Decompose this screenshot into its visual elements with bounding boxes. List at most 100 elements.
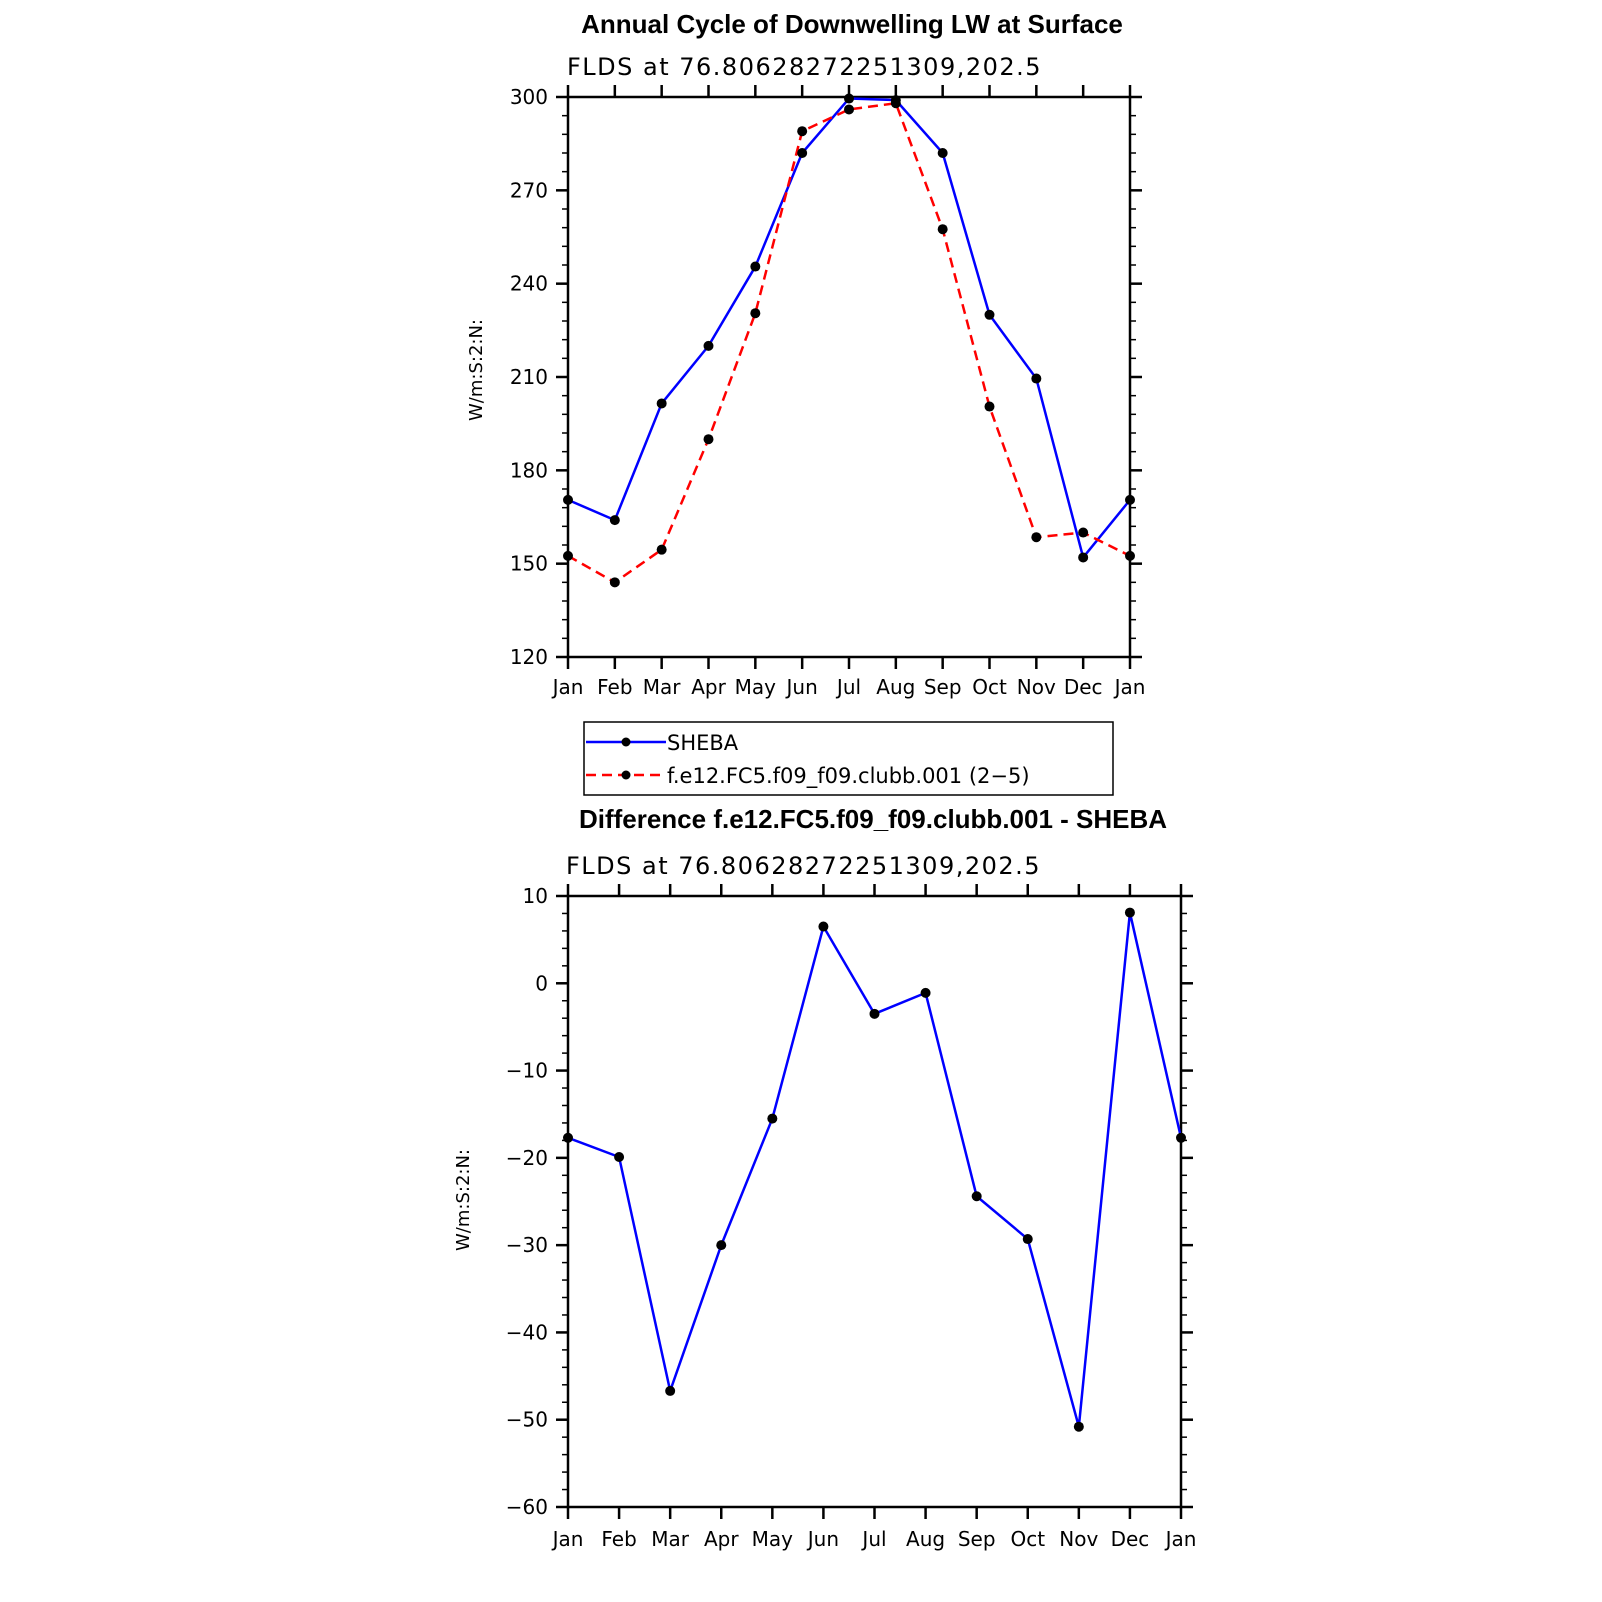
x-tick-label: Apr (691, 675, 726, 699)
data-point-series-2 (984, 401, 995, 412)
plot-frame (566, 95, 1132, 659)
x-tick-label: Oct (1010, 1527, 1045, 1551)
data-point-series-1 (937, 148, 948, 158)
series-lines (567, 97, 1131, 584)
y-tick-label: −60 (506, 1495, 548, 1519)
y-tick-label: 240 (510, 272, 548, 296)
x-tick-label: Jun (785, 675, 818, 699)
series-lines (567, 911, 1183, 1428)
series-line-1 (567, 911, 1183, 1428)
data-point-series-2 (1031, 532, 1042, 543)
x-tick-label: Feb (597, 675, 632, 699)
data-point-series-1 (869, 1008, 880, 1019)
difference-chart: Difference f.e12.FC5.f09_f09.clubb.001 -… (453, 804, 1196, 1551)
x-tick-label: Dec (1064, 675, 1103, 699)
legend-label-model: f.e12.FC5.f09_f09.clubb.001 (2−5) (667, 764, 1030, 789)
data-point-series-2 (656, 544, 667, 555)
data-point-series-2 (844, 104, 854, 115)
data-point-series-2 (1125, 550, 1135, 561)
y-tick-label: 120 (510, 645, 548, 669)
data-point-series-2 (1078, 527, 1089, 538)
data-point-series-1 (609, 515, 620, 526)
data-point-series-1 (1176, 1132, 1186, 1143)
x-tick-label: Jan (551, 1527, 584, 1551)
x-tick-label: Apr (704, 1527, 739, 1551)
x-tick-label: Sep (958, 1527, 996, 1551)
x-tick-label: Jul (835, 675, 861, 699)
data-point-series-1 (818, 921, 829, 932)
data-point-series-1 (563, 494, 573, 505)
y-tick-label: 210 (510, 365, 548, 389)
data-point-series-2 (750, 308, 761, 319)
data-point-series-1 (563, 1132, 573, 1143)
x-tick-label: May (752, 1527, 794, 1551)
x-tick-label: Jul (860, 1527, 886, 1551)
data-point-series-1 (971, 1191, 982, 1202)
data-point-series-1 (665, 1385, 676, 1396)
data-point-series-1 (1031, 373, 1042, 384)
data-point-series-1 (844, 93, 854, 104)
y-tick-label: 10 (523, 884, 548, 908)
x-tick-label: Mar (643, 675, 682, 699)
chart-title: Difference f.e12.FC5.f09_f09.clubb.001 -… (579, 804, 1167, 834)
x-tick-label: Jun (806, 1527, 839, 1551)
data-point-series-1 (716, 1240, 727, 1251)
y-tick-label: 300 (510, 85, 548, 109)
y-tick-label: −20 (506, 1146, 548, 1170)
legend-marker-model (621, 770, 631, 780)
x-tick-labels: Jan Feb Mar Apr May Jun Jul Aug Sep Oct Nov Dec Jan (551, 1527, 1197, 1551)
y-axis-label: W/m:S:2:N: (466, 319, 487, 421)
legend-box (583, 721, 1114, 796)
data-point-series-1 (1022, 1234, 1033, 1245)
x-tick-label: May (735, 675, 777, 699)
data-point-series-1 (1078, 552, 1089, 563)
x-tick-label: Mar (651, 1527, 690, 1551)
x-tick-label: Nov (1059, 1527, 1098, 1551)
x-tick-label: Sep (924, 675, 962, 699)
data-point-series-1 (703, 340, 714, 351)
data-point-series-1 (656, 398, 667, 409)
legend-entry-sheba: SHEBA (586, 731, 739, 755)
axis-ticks (556, 884, 1193, 1519)
annual-cycle-chart: Annual Cycle of Downwelling LW at Surfac… (466, 9, 1145, 699)
y-tick-labels: −60 −50 −40 −30 −20 −10 0 10 (506, 884, 548, 1519)
data-point-series-1 (767, 1113, 778, 1124)
y-tick-label: 0 (535, 971, 548, 995)
data-point-series-1 (1125, 494, 1135, 505)
data-point-series-1 (614, 1151, 625, 1162)
y-tick-label: −30 (506, 1233, 548, 1257)
y-tick-label: −40 (506, 1320, 548, 1344)
data-point-series-1 (1073, 1421, 1084, 1432)
x-tick-label: Jan (551, 675, 584, 699)
y-tick-label: 150 (510, 552, 548, 576)
data-point-series-2 (797, 126, 808, 137)
x-tick-label: Aug (906, 1527, 945, 1551)
series-points (563, 93, 1135, 588)
chart-subtitle: FLDS at 76.80628272251309,202.5 (567, 53, 1042, 81)
chart-subtitle: FLDS at 76.80628272251309,202.5 (566, 852, 1041, 880)
data-point-series-2 (937, 224, 948, 235)
y-tick-label: 270 (510, 178, 548, 202)
y-tick-label: −10 (506, 1059, 548, 1083)
data-point-series-2 (563, 550, 573, 561)
y-tick-label: 180 (510, 458, 548, 482)
x-tick-label: Jan (1164, 1527, 1197, 1551)
data-point-series-1 (984, 309, 995, 320)
legend: SHEBA f.e12.FC5.f09_f09.clubb.001 (2−5) (583, 721, 1114, 796)
legend-entry-model: f.e12.FC5.f09_f09.clubb.001 (2−5) (586, 764, 1030, 789)
series-line-2 (567, 101, 1131, 584)
data-point-series-2 (609, 577, 620, 588)
legend-label-sheba: SHEBA (667, 731, 739, 755)
x-tick-label: Nov (1017, 675, 1056, 699)
legend-marker-sheba (621, 737, 631, 747)
x-tick-label: Jan (1113, 675, 1146, 699)
y-axis-label: W/m:S:2:N: (453, 1149, 474, 1251)
data-point-series-2 (703, 434, 714, 445)
y-tick-labels: 120 150 180 210 240 270 300 (510, 85, 548, 669)
data-point-series-2 (890, 98, 901, 109)
data-point-series-1 (1124, 907, 1135, 918)
series-line-1 (567, 97, 1131, 559)
data-point-series-1 (797, 148, 808, 158)
